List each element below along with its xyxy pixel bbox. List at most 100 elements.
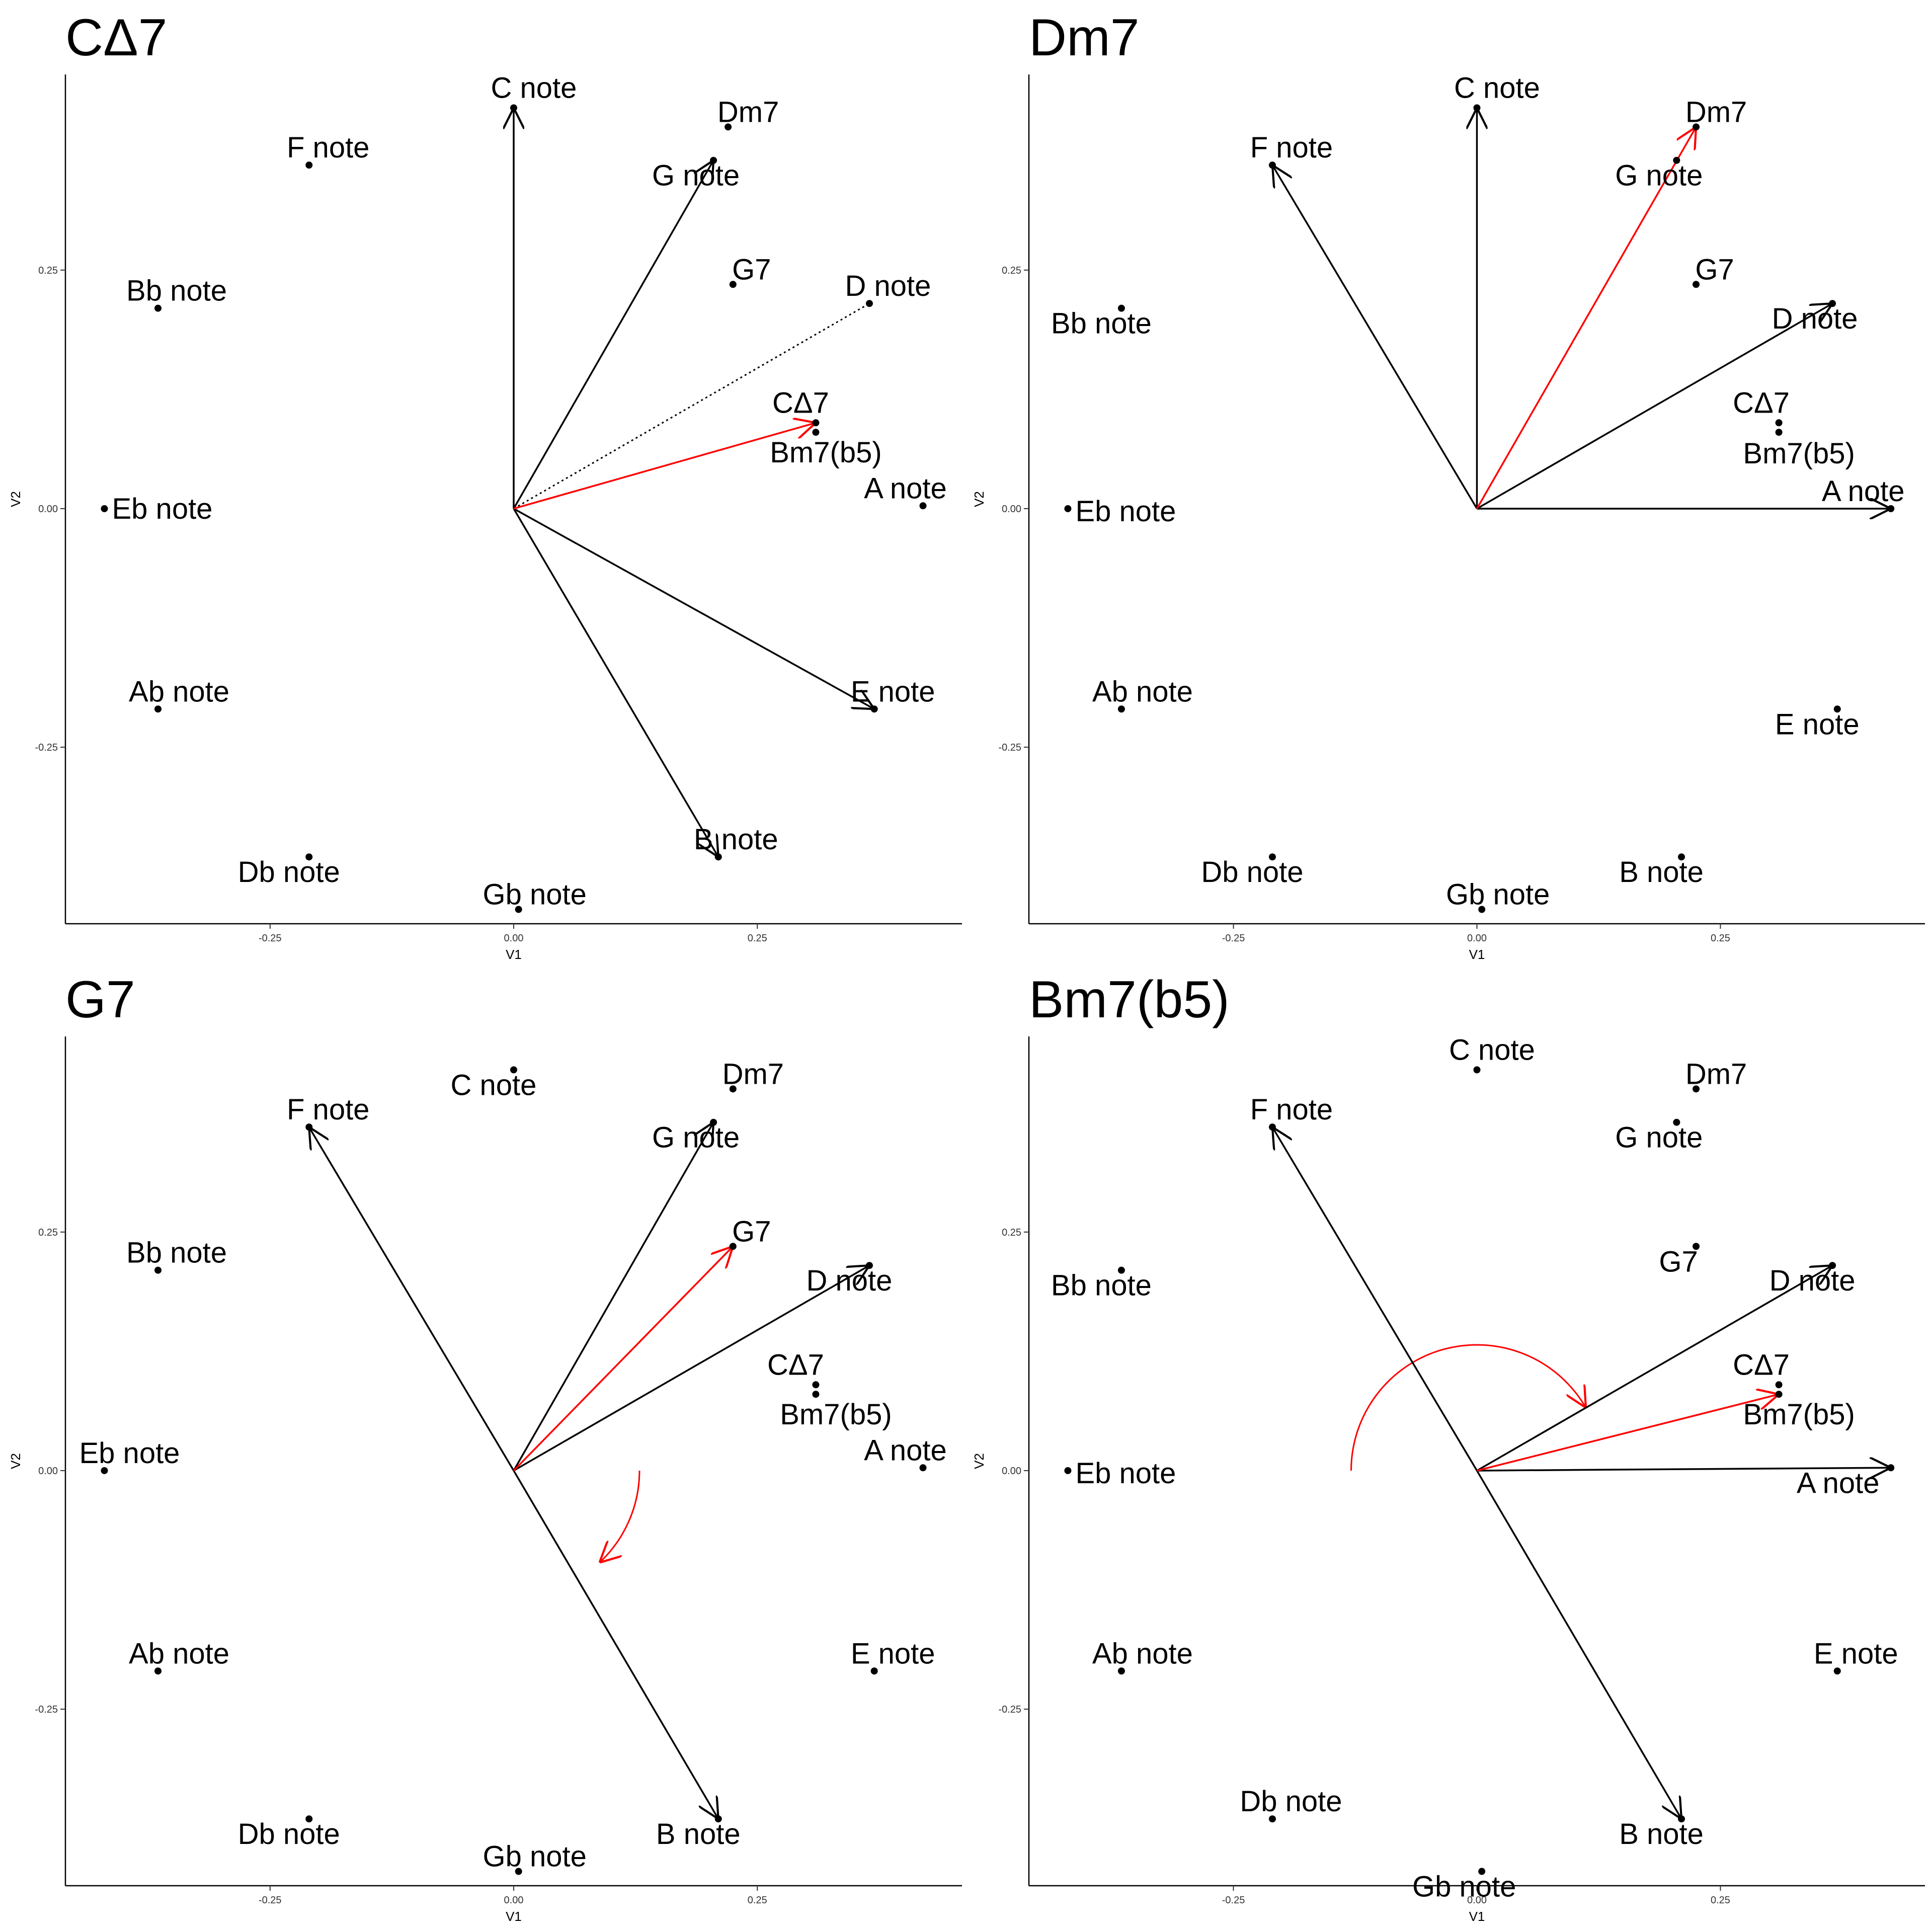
- y-tick-label: 0.25: [1002, 265, 1021, 276]
- point-d-note: [865, 300, 873, 307]
- y-axis-title: V2: [972, 1453, 987, 1469]
- point-gb-note: [515, 906, 522, 913]
- vector-to-d-note: [1476, 1265, 1833, 1472]
- point-label: G note: [652, 159, 740, 192]
- point-g-note: [710, 156, 717, 164]
- vector-to-b-note: [1476, 1470, 1682, 1819]
- point-eb-note: [1064, 505, 1072, 512]
- x-axis-title: V1: [506, 947, 522, 962]
- point-label: E note: [851, 1637, 935, 1670]
- panel-title: CΔ7: [65, 9, 167, 67]
- point-bb-note: [1117, 1266, 1125, 1274]
- y-tick-label: 0.00: [38, 504, 58, 515]
- y-tick-label: 0.00: [1002, 1466, 1021, 1477]
- y-tick-label: 0.25: [38, 1227, 58, 1238]
- panel-title: Bm7(b5): [1029, 971, 1230, 1029]
- point-label: E note: [851, 675, 935, 708]
- point-gb-note: [1478, 906, 1486, 913]
- point-label: Ab note: [1092, 675, 1193, 708]
- vector-to-e-note: [513, 508, 874, 709]
- x-tick-label: 0.00: [504, 933, 524, 944]
- y-tick-label: -0.25: [35, 1704, 58, 1715]
- point-db-note: [305, 853, 313, 861]
- point-ab-note: [1117, 705, 1125, 713]
- point-c-7: [1775, 1381, 1783, 1389]
- y-tick-label: 0.00: [1002, 504, 1021, 515]
- point-g-note: [1673, 156, 1680, 164]
- y-tick-label: 0.25: [38, 265, 58, 276]
- point-a-note: [1887, 1464, 1895, 1472]
- x-tick-label: -0.25: [1222, 1895, 1245, 1906]
- point-e-note: [870, 705, 878, 713]
- vector-to-g7: [513, 1246, 733, 1472]
- x-tick-label: 0.00: [504, 1895, 524, 1906]
- point-label: Bm7(b5): [1743, 437, 1855, 470]
- panel-title: G7: [65, 971, 135, 1029]
- point-ab-note: [1117, 1667, 1125, 1675]
- point-db-note: [1268, 1815, 1276, 1823]
- x-tick-label: -0.25: [1222, 933, 1245, 944]
- point-b-note: [1678, 1815, 1685, 1823]
- point-eb-note: [101, 505, 108, 512]
- point-label: CΔ7: [1733, 1348, 1790, 1381]
- point-g7: [729, 1243, 737, 1250]
- x-axis-title: V1: [506, 1909, 522, 1924]
- x-axis-title: V1: [1469, 1909, 1485, 1924]
- point-b-note: [1678, 853, 1685, 861]
- point-label: D note: [1772, 302, 1858, 335]
- point-f-note: [1268, 1123, 1276, 1131]
- point-label: CΔ7: [1733, 386, 1790, 419]
- point-label: Gb note: [482, 1840, 586, 1873]
- panel-title: Dm7: [1029, 9, 1140, 67]
- y-axis-title: V2: [972, 491, 987, 507]
- chart-panel-2: Dm7 -0.25 0.00 0.25 0.25 0.00 -0.25 V1 V2 C note D…: [972, 9, 1925, 962]
- rotation-arc: [1350, 1344, 1586, 1471]
- x-tick-label: -0.25: [259, 933, 282, 944]
- point-gb-note: [515, 1868, 522, 1875]
- point-a-note: [919, 1464, 927, 1472]
- vector-to-dm7: [1476, 127, 1697, 509]
- point-label: F note: [1250, 1093, 1333, 1126]
- point-label: Db note: [1240, 1785, 1342, 1818]
- vector-to-g-note: [513, 160, 713, 509]
- vector-to-f-note: [1272, 165, 1478, 509]
- vector-to-d-note: [513, 1265, 869, 1472]
- point-label: G7: [1659, 1245, 1698, 1278]
- point-label: G7: [1695, 253, 1734, 286]
- point-dm7: [725, 123, 732, 131]
- point-g7: [1693, 281, 1700, 288]
- x-tick-label: 0.00: [1467, 933, 1487, 944]
- point-bb-note: [1117, 304, 1125, 312]
- point-label: Eb note: [79, 1437, 180, 1470]
- point-db-note: [1268, 853, 1276, 861]
- point-c-7: [812, 419, 820, 427]
- point-label: Ab note: [129, 1637, 229, 1670]
- x-tick-label: 0.25: [748, 933, 767, 944]
- y-tick-label: 0.25: [1002, 1227, 1021, 1238]
- point-g7: [1693, 1243, 1700, 1250]
- point-g7: [729, 281, 737, 288]
- point-c-note: [510, 104, 517, 112]
- point-label: C note: [1449, 1033, 1535, 1066]
- point-label: Gb note: [1446, 878, 1550, 911]
- point-label: C note: [491, 71, 577, 104]
- point-label: G note: [1615, 159, 1703, 192]
- point-dm7: [729, 1085, 737, 1093]
- point-ab-note: [154, 705, 162, 713]
- chart-panel-1: CΔ7 -0.25 0.00 0.25 0.25 0.00 -0.25 V1 V2 C note D…: [8, 9, 962, 962]
- vector-to-b-note: [513, 1470, 718, 1819]
- x-tick-label: 0.25: [748, 1895, 767, 1906]
- point-gb-note: [1478, 1868, 1486, 1875]
- point-label: A note: [864, 472, 946, 505]
- point-label: B note: [656, 1818, 741, 1850]
- y-axis-title: V2: [8, 491, 23, 507]
- point-label: CΔ7: [772, 386, 829, 419]
- point-label: E note: [1814, 1637, 1898, 1670]
- point-label: Gb note: [1412, 1871, 1516, 1903]
- point-label: Bm7(b5): [780, 1398, 892, 1431]
- point-label: F note: [287, 1093, 369, 1126]
- vector-to-f-note: [309, 1127, 515, 1471]
- chart-panel-3: G7 -0.25 0.00 0.25 0.25 0.00 -0.25 V1 V2 C note Dm…: [8, 971, 962, 1924]
- point-bm7-b5-: [812, 429, 820, 436]
- point-label: G7: [732, 253, 771, 286]
